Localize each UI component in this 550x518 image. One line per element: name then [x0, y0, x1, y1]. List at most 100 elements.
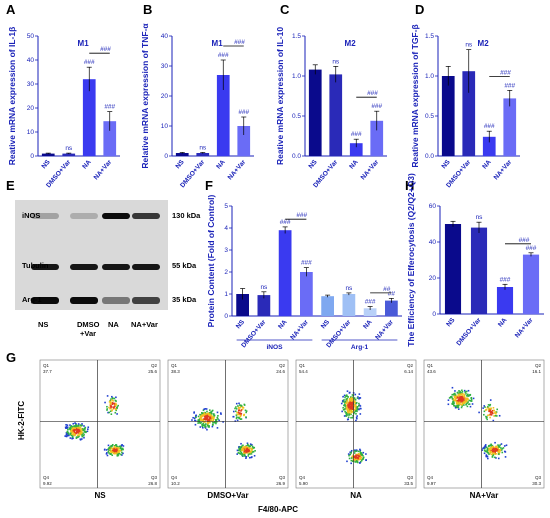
facs-event: [342, 406, 344, 409]
facs-xlabel: F4/80-APC: [258, 505, 298, 514]
facs-event: [472, 397, 475, 400]
facs-event: [345, 398, 348, 401]
facs-event: [105, 453, 108, 455]
facs-event: [197, 415, 200, 418]
facs-event: [214, 421, 216, 424]
facs-event: [362, 456, 365, 459]
facs-event: [463, 400, 465, 403]
significance-label: ns: [260, 284, 268, 291]
facs-event: [112, 407, 115, 410]
facs-event: [81, 438, 83, 440]
facs-event: [359, 448, 361, 451]
y-tick-label: 0.0: [292, 153, 301, 160]
facs-event: [74, 427, 77, 430]
category-label: NA+Var: [360, 158, 381, 181]
facs-event: [465, 403, 468, 405]
facs-event: [451, 398, 454, 400]
facs-event: [349, 453, 352, 456]
facs-event: [484, 450, 486, 452]
quadrant-value: 26.8: [148, 481, 157, 486]
quadrant-value: 30.3: [532, 481, 541, 486]
facs-event: [206, 428, 208, 431]
quadrant-name: Q2: [151, 363, 158, 368]
chart-title: M2: [478, 39, 490, 48]
facs-event: [492, 448, 494, 450]
facs-event: [71, 437, 73, 440]
y-tick-label: 0.5: [425, 113, 434, 120]
facs-event: [202, 422, 205, 425]
facs-event: [489, 399, 492, 401]
facs-event: [70, 431, 73, 434]
facs-event: [492, 452, 494, 454]
facs-event: [495, 452, 497, 455]
facs-event: [494, 453, 496, 456]
facs-event: [346, 400, 348, 402]
facs-event: [222, 421, 224, 423]
category-label: NS: [235, 318, 247, 330]
facs-event: [462, 397, 464, 400]
facs-event: [493, 448, 496, 450]
facs-event: [492, 454, 495, 456]
facs-event: [66, 434, 69, 437]
facs-event: [356, 397, 359, 399]
bracket-label: ###: [296, 212, 307, 219]
facs-event: [250, 448, 253, 451]
quadrant-value: 5.90: [299, 481, 308, 486]
facs-event: [481, 449, 483, 451]
facs-event: [236, 453, 239, 455]
facs-event: [108, 452, 110, 454]
y-tick-label: 40: [161, 33, 169, 40]
facs-event: [114, 447, 117, 449]
facs-event: [110, 398, 112, 400]
y-tick-label: 4: [224, 225, 228, 232]
facs-event: [460, 393, 463, 395]
facs-event: [252, 451, 255, 453]
category-label: NS: [320, 318, 332, 330]
facs-event: [249, 453, 251, 455]
facs-event: [491, 456, 494, 458]
facs-event: [193, 417, 196, 420]
facs-event: [349, 412, 352, 415]
facs-event: [238, 446, 240, 448]
blot-lane-dmso: DMSO: [77, 320, 100, 329]
bracket-label: ###: [100, 46, 111, 53]
facs-event: [347, 409, 349, 412]
facs-event: [345, 413, 348, 416]
facs-event: [67, 428, 69, 431]
facs-event: [234, 407, 236, 410]
facs-event: [216, 411, 219, 414]
facs-event: [118, 449, 120, 452]
facs-event: [65, 426, 68, 428]
facs-event: [484, 406, 486, 408]
facs-event: [358, 408, 360, 411]
facs-event: [471, 403, 474, 405]
blot-band: [70, 213, 98, 219]
y-tick-label: 30: [161, 63, 169, 70]
facs-event: [252, 446, 254, 449]
facs-event: [345, 412, 347, 414]
facs-event: [234, 410, 237, 413]
quadrant-name: Q4: [43, 475, 50, 480]
quadrant-value: 37.7: [43, 369, 52, 374]
facs-event: [497, 457, 500, 460]
facs-event: [345, 395, 347, 397]
facs-event: [112, 397, 114, 400]
facs-event: [457, 398, 460, 401]
facs-event: [110, 406, 112, 409]
facs-ylabel: HK-2-FITC: [17, 401, 26, 440]
facs-event: [73, 426, 75, 428]
facs-event: [486, 418, 488, 421]
facs-event: [65, 434, 68, 436]
facs-event: [114, 404, 116, 407]
bar: [300, 272, 313, 316]
facs-event: [238, 404, 241, 406]
facs-event: [460, 396, 463, 399]
facs-event: [344, 407, 347, 409]
facs-event: [242, 449, 245, 451]
facs-event: [122, 452, 124, 455]
bar: [329, 74, 343, 156]
facs-event: [117, 404, 119, 407]
facs-event: [350, 404, 353, 406]
facs-event: [209, 417, 212, 420]
bar: [308, 69, 322, 156]
